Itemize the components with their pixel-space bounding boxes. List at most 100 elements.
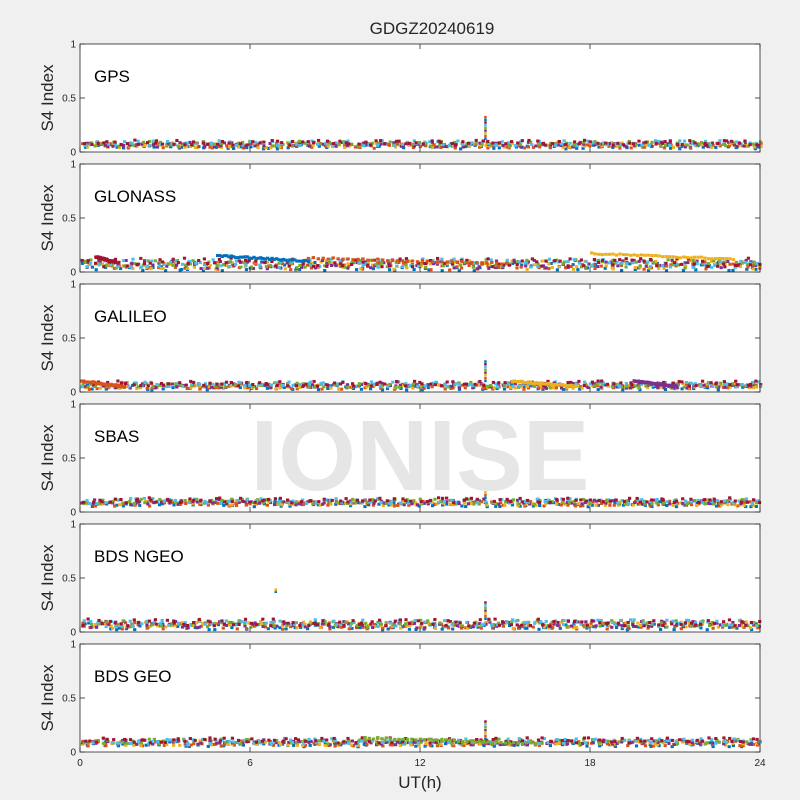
data-point: [618, 146, 622, 150]
data-point: [151, 265, 155, 269]
data-point: [366, 383, 370, 387]
data-point: [398, 622, 402, 626]
data-point: [437, 139, 441, 143]
data-point: [300, 740, 304, 744]
data-point: [736, 738, 740, 742]
data-point: [180, 268, 184, 271]
data-point: [472, 502, 476, 506]
data-point: [740, 261, 744, 265]
data-point: [383, 739, 387, 743]
data-point: [383, 142, 387, 146]
data-point: [111, 144, 115, 148]
data-point: [657, 623, 661, 627]
data-point: [751, 267, 755, 271]
data-point: [213, 628, 217, 632]
data-point: [482, 383, 486, 387]
data-point: [212, 261, 217, 265]
data-point: [584, 265, 588, 269]
data-point: [702, 383, 706, 387]
data-point: [596, 388, 600, 391]
data-point: [663, 744, 667, 748]
data-point: [225, 144, 229, 148]
data-point: [346, 139, 350, 143]
data-point: [746, 500, 750, 504]
data-point: [418, 497, 422, 501]
data-point: [212, 142, 216, 146]
data-point: [531, 504, 535, 508]
data-point: [600, 253, 604, 257]
data-point: [716, 142, 720, 145]
data-point: [754, 267, 758, 271]
data-point: [614, 253, 619, 257]
data-point: [674, 740, 678, 744]
data-point: [441, 264, 445, 268]
data-point: [195, 145, 199, 149]
data-point: [119, 622, 123, 626]
data-point: [625, 384, 629, 388]
data-point: [186, 742, 190, 746]
data-point: [580, 620, 584, 624]
data-point: [113, 504, 117, 508]
data-point: [239, 265, 243, 269]
data-point: [298, 386, 302, 389]
data-point: [503, 381, 507, 385]
data-point: [95, 262, 99, 266]
data-point: [576, 620, 580, 624]
data-point: [212, 624, 216, 628]
data-point: [748, 382, 753, 386]
data-point: [359, 621, 364, 625]
data-point: [218, 741, 222, 745]
data-point: [725, 741, 729, 744]
data-point: [464, 505, 468, 509]
data-point: [474, 623, 478, 627]
data-point: [538, 142, 542, 146]
data-point: [711, 741, 715, 745]
data-point: [497, 623, 502, 627]
data-point: [394, 743, 398, 747]
data-point: [479, 500, 483, 504]
data-point: [620, 499, 624, 502]
data-point: [134, 381, 138, 385]
data-point: [484, 493, 487, 497]
data-point: [503, 503, 507, 507]
data-point: [295, 266, 299, 270]
data-point: [752, 621, 756, 625]
data-point: [484, 374, 487, 377]
data-point: [704, 382, 708, 386]
data-point: [394, 385, 398, 389]
data-point: [237, 141, 241, 145]
data-point: [665, 738, 670, 742]
data-point: [330, 498, 334, 502]
data-point: [121, 742, 125, 746]
data-point: [544, 619, 548, 623]
data-point: [282, 386, 286, 390]
data-point: [370, 141, 374, 145]
data-point: [156, 740, 160, 744]
data-point: [516, 260, 520, 263]
data-point: [626, 620, 630, 624]
data-point: [457, 381, 461, 385]
data-point: [752, 384, 756, 388]
data-point: [127, 143, 131, 147]
data-point: [369, 741, 373, 745]
data-point: [637, 139, 641, 143]
data-point: [728, 262, 732, 266]
data-point: [364, 621, 368, 625]
data-point: [152, 145, 156, 149]
data-point: [105, 737, 109, 741]
data-point: [412, 384, 416, 388]
data-point: [716, 388, 720, 392]
data-point: [703, 141, 707, 145]
data-point: [739, 259, 743, 263]
data-point: [553, 144, 557, 148]
data-point: [701, 619, 705, 623]
data-point: [495, 261, 499, 265]
data-point: [682, 385, 686, 389]
data-point: [519, 145, 523, 149]
data-point: [532, 384, 537, 388]
data-point: [139, 384, 143, 388]
data-point: [361, 263, 365, 267]
data-point: [293, 258, 297, 262]
data-point: [422, 386, 426, 390]
data-point: [349, 743, 353, 747]
